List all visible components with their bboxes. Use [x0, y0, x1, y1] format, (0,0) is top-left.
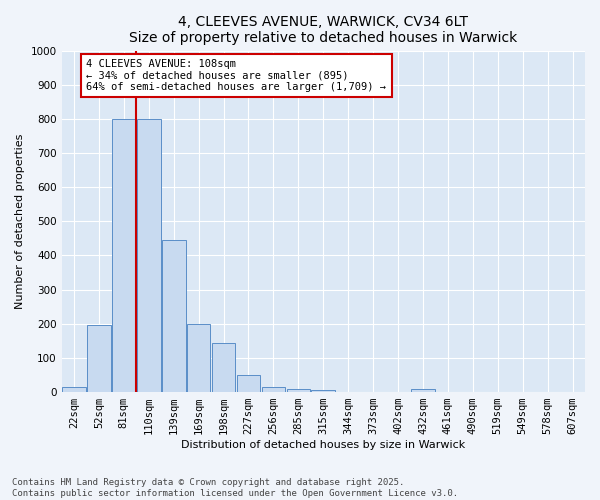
- Bar: [411, 390, 435, 392]
- Bar: [262, 387, 285, 392]
- Bar: [162, 240, 185, 392]
- Bar: [137, 119, 161, 392]
- Bar: [87, 326, 111, 392]
- Bar: [62, 387, 86, 392]
- Bar: [212, 342, 235, 392]
- Bar: [287, 388, 310, 392]
- Bar: [112, 119, 136, 392]
- X-axis label: Distribution of detached houses by size in Warwick: Distribution of detached houses by size …: [181, 440, 466, 450]
- Bar: [311, 390, 335, 392]
- Bar: [187, 324, 211, 392]
- Y-axis label: Number of detached properties: Number of detached properties: [15, 134, 25, 309]
- Text: 4 CLEEVES AVENUE: 108sqm
← 34% of detached houses are smaller (895)
64% of semi-: 4 CLEEVES AVENUE: 108sqm ← 34% of detach…: [86, 59, 386, 92]
- Text: Contains HM Land Registry data © Crown copyright and database right 2025.
Contai: Contains HM Land Registry data © Crown c…: [12, 478, 458, 498]
- Bar: [236, 375, 260, 392]
- Title: 4, CLEEVES AVENUE, WARWICK, CV34 6LT
Size of property relative to detached house: 4, CLEEVES AVENUE, WARWICK, CV34 6LT Siz…: [129, 15, 517, 45]
